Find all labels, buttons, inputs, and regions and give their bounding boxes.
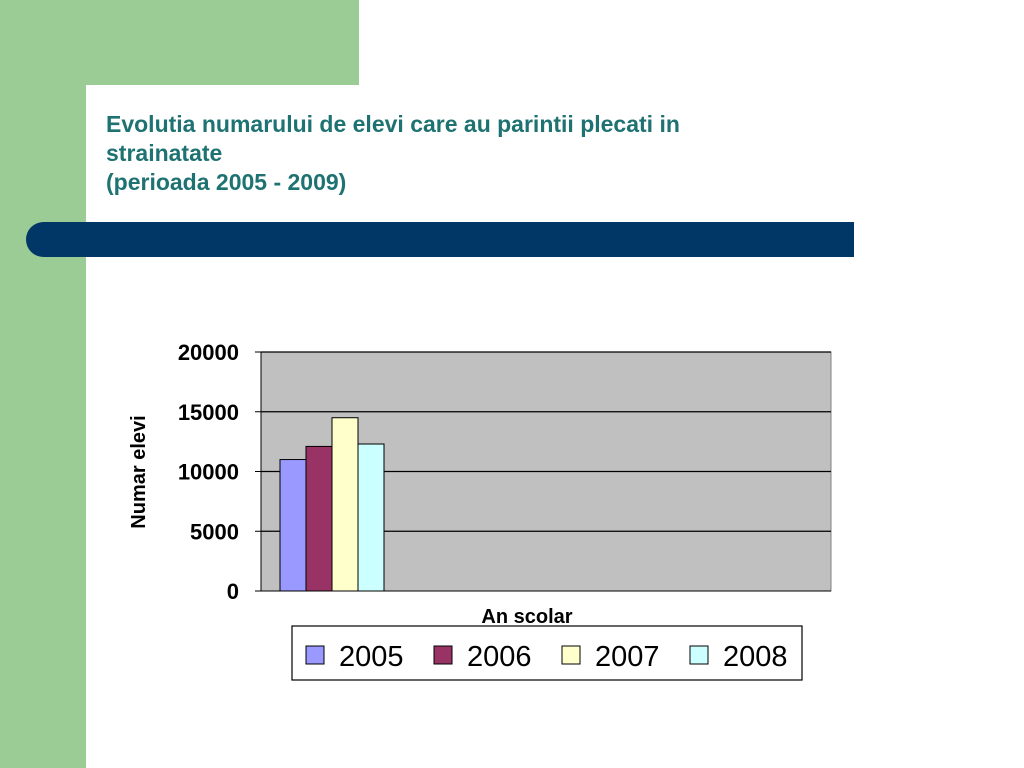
legend-label: 2005: [339, 641, 404, 673]
y-tick-label: 0: [227, 579, 239, 604]
legend-swatch-2008: [689, 645, 709, 665]
legend: 2005 2006 2007 2008: [291, 625, 803, 681]
y-tick-label: 10000: [178, 460, 239, 485]
slide-title-line-1: Evolutia numarului de elevi care au pari…: [106, 111, 680, 137]
slide-title-line-3: (perioada 2005 - 2009): [106, 169, 347, 195]
legend-swatch-2007: [561, 645, 581, 665]
y-tick-label: 20000: [178, 340, 239, 365]
x-axis-label: An scolar: [481, 606, 572, 628]
legend-swatch-2006: [433, 645, 453, 665]
legend-label: 2007: [595, 641, 660, 673]
bar-2005: [279, 459, 307, 592]
legend-swatch-2005: [305, 645, 325, 665]
legend-box: [291, 625, 803, 681]
y-tick-label: 15000: [178, 400, 239, 425]
bar-2006: [305, 445, 333, 592]
title-underline-bar: [26, 222, 854, 257]
legend-label: 2008: [723, 641, 788, 673]
bar-2008: [357, 443, 385, 592]
y-axis-label: Numar elevi: [128, 415, 150, 528]
legend-label: 2006: [467, 641, 532, 673]
bar-2007: [331, 417, 359, 592]
y-tick-label: 5000: [190, 519, 239, 544]
slide-title: Evolutia numarului de elevi care au pari…: [106, 110, 846, 197]
slide-title-line-2: strainatate: [106, 140, 223, 166]
green-top-decoration: [86, 0, 359, 85]
green-sidebar-decoration: [0, 0, 86, 768]
